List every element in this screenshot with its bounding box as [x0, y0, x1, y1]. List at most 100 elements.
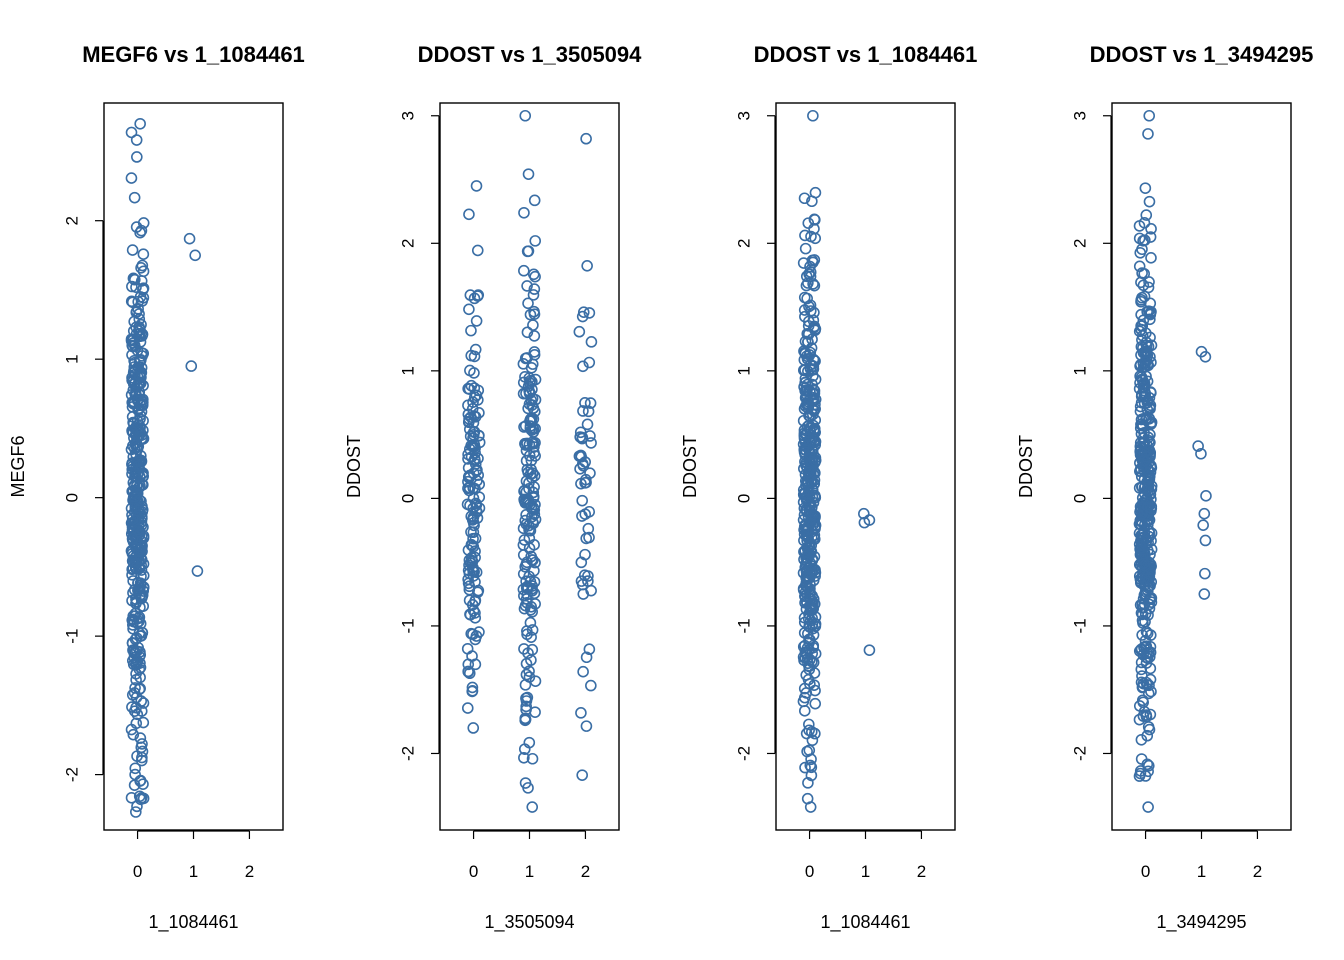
- data-point: [129, 762, 142, 775]
- data-point: [1136, 608, 1149, 621]
- data-point: [127, 334, 140, 346]
- data-point: [1136, 629, 1148, 641]
- data-point: [1200, 490, 1212, 502]
- data-point: [1140, 588, 1152, 601]
- data-point: [808, 254, 821, 266]
- data-point: [1136, 694, 1149, 707]
- data-point: [125, 791, 138, 804]
- y-tick-label: 0: [735, 494, 754, 503]
- x-tick-label: 0: [805, 862, 814, 881]
- data-point: [526, 752, 539, 765]
- data-point: [523, 524, 535, 536]
- data-point: [573, 325, 586, 338]
- data-point: [467, 722, 480, 734]
- data-point: [126, 701, 138, 713]
- data-point: [130, 806, 142, 818]
- data-point: [1141, 394, 1154, 407]
- chart-title: DDOST vs 1_3494295: [1090, 42, 1314, 67]
- y-tick-label: 1: [1071, 366, 1090, 375]
- data-point: [137, 265, 150, 278]
- data-point: [519, 420, 532, 432]
- data-point: [529, 675, 542, 687]
- plot-frame: [1111, 102, 1292, 831]
- data-point: [529, 235, 542, 247]
- data-point: [581, 418, 594, 431]
- data-point: [526, 438, 539, 450]
- chart-title: DDOST vs 1_1084461: [754, 42, 978, 67]
- data-point: [521, 625, 533, 637]
- data-point: [802, 573, 814, 585]
- data-point: [574, 426, 587, 439]
- x-tick-label: 0: [469, 862, 478, 881]
- data-point: [132, 361, 144, 373]
- data-point: [1141, 627, 1154, 640]
- y-tick-label: -2: [63, 767, 82, 782]
- data-point: [798, 705, 811, 717]
- data-point: [807, 518, 820, 531]
- data-point: [526, 801, 539, 813]
- data-point: [803, 500, 815, 512]
- data-point: [521, 352, 533, 364]
- data-point: [462, 416, 475, 429]
- data-point: [809, 620, 822, 633]
- data-point: [128, 339, 141, 352]
- data-point: [519, 679, 532, 691]
- data-point: [467, 416, 480, 429]
- x-tick-label: 1: [189, 862, 198, 881]
- data-point: [528, 283, 541, 295]
- x-axis-title: 1_1084461: [148, 912, 238, 933]
- data-point: [800, 503, 813, 515]
- x-tick-label: 1: [861, 862, 870, 881]
- data-point: [517, 568, 530, 580]
- data-point: [807, 109, 819, 122]
- data-point: [1136, 602, 1149, 614]
- data-point: [133, 389, 145, 401]
- data-point: [577, 306, 590, 319]
- x-tick-label: 1: [1197, 862, 1206, 881]
- data-point: [1199, 567, 1211, 580]
- data-point: [803, 621, 816, 633]
- data-point: [809, 697, 822, 710]
- y-tick-label: 0: [399, 494, 418, 503]
- data-point: [125, 443, 138, 456]
- data-point: [1138, 641, 1150, 654]
- data-point: [1142, 575, 1154, 588]
- x-tick-label: 2: [581, 862, 590, 881]
- data-point: [1140, 209, 1153, 221]
- data-point: [1142, 687, 1155, 700]
- y-tick-label: 0: [63, 493, 82, 502]
- data-point: [529, 450, 541, 462]
- data-point: [1143, 401, 1156, 413]
- data-point: [1198, 507, 1211, 520]
- data-point: [804, 447, 816, 460]
- data-point: [1133, 220, 1146, 232]
- data-point: [806, 734, 819, 747]
- data-point: [465, 551, 478, 564]
- data-point: [1136, 549, 1149, 561]
- data-point: [1141, 729, 1154, 742]
- data-point: [575, 477, 587, 490]
- data-point: [528, 194, 541, 207]
- data-point: [799, 242, 812, 255]
- data-point: [1192, 440, 1204, 452]
- data-point: [802, 336, 814, 348]
- x-axis-title: 1_1084461: [820, 912, 910, 933]
- data-point: [807, 597, 819, 610]
- data-point: [191, 565, 204, 577]
- data-point: [1136, 492, 1149, 504]
- y-tick-label: 2: [63, 216, 82, 225]
- data-point: [802, 320, 815, 332]
- data-point: [521, 628, 533, 641]
- data-point: [520, 668, 533, 681]
- data-point: [519, 514, 532, 527]
- data-point: [1145, 461, 1158, 474]
- data-point: [1133, 770, 1146, 782]
- data-point: [527, 289, 540, 301]
- data-point: [1135, 470, 1148, 483]
- data-point: [528, 330, 541, 342]
- data-point: [809, 439, 822, 451]
- x-tick-label: 1: [525, 862, 534, 881]
- data-point: [1199, 351, 1212, 363]
- data-point: [137, 581, 150, 594]
- data-point: [527, 402, 540, 414]
